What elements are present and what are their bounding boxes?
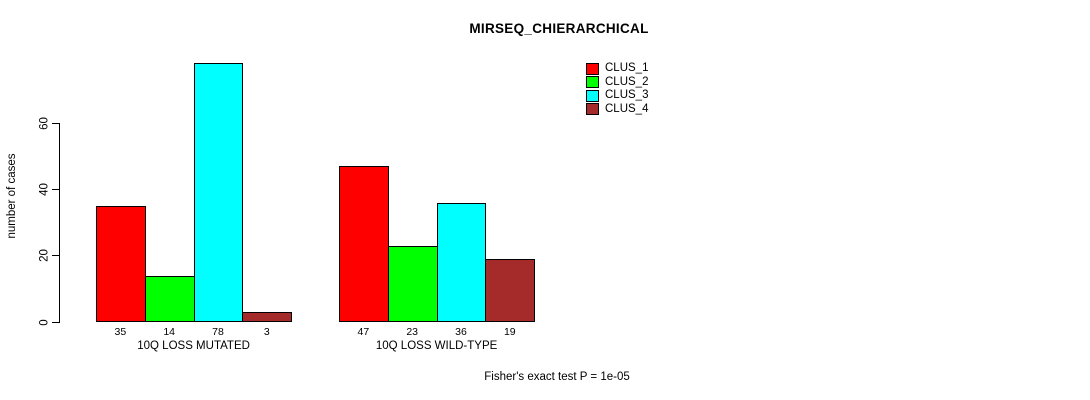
legend-item-clus_2: CLUS_2 <box>586 76 648 90</box>
bar-clus_1-1 <box>96 205 146 322</box>
x-category-label: 10Q LOSS WILD-TYPE <box>375 340 498 352</box>
legend-label: CLUS_4 <box>605 102 649 115</box>
bar-value-label: 47 <box>357 326 370 338</box>
bar-value-label: 78 <box>212 326 224 338</box>
y-tick-label: 60 <box>38 116 51 130</box>
legend-swatch-icon <box>586 62 599 75</box>
legend-item-clus_3: CLUS_3 <box>586 89 648 103</box>
bar-value-label: 23 <box>406 326 419 338</box>
bar-clus_3-2 <box>436 202 487 322</box>
bar-clus_3-1 <box>193 63 244 322</box>
y-tick-mark <box>52 122 59 124</box>
bar-clus_1-2 <box>339 166 389 322</box>
legend-swatch-icon <box>586 76 599 89</box>
statistical-test-footnote: Fisher's exact test P = 1e-05 <box>484 371 630 383</box>
chart-title: MIRSEQ_CHIERARCHICAL <box>469 21 649 36</box>
legend-label: CLUS_2 <box>605 75 649 88</box>
legend-swatch-icon <box>586 89 599 102</box>
y-tick-mark <box>52 255 59 257</box>
legend-item-clus_1: CLUS_1 <box>586 62 648 76</box>
y-axis-line <box>59 123 60 323</box>
bar-value-label: 3 <box>263 326 270 338</box>
y-tick-label: 40 <box>38 182 51 196</box>
y-tick-label: 0 <box>38 318 51 326</box>
chart-legend: CLUS_1 CLUS_2 CLUS_3 CLUS_4 <box>586 62 648 116</box>
y-tick-mark <box>52 321 59 323</box>
bar-clus_4-1 <box>242 312 293 322</box>
legend-label: CLUS_1 <box>605 62 649 75</box>
bar-value-label: 35 <box>114 326 127 338</box>
legend-item-clus_4: CLUS_4 <box>586 103 648 117</box>
x-category-label: 10Q LOSS MUTATED <box>137 340 250 352</box>
bar-value-label: 19 <box>503 326 516 338</box>
legend-label: CLUS_3 <box>605 89 649 102</box>
legend-swatch-icon <box>586 103 599 116</box>
bar-clus_2-2 <box>387 245 438 322</box>
y-tick-label: 20 <box>38 249 51 263</box>
bar-clus_2-1 <box>144 275 195 322</box>
bar-clus_4-2 <box>485 258 536 322</box>
y-axis-title: number of cases <box>6 153 18 239</box>
bar-value-label: 36 <box>455 326 467 338</box>
bar-value-label: 14 <box>163 326 176 338</box>
y-tick-mark <box>52 188 59 190</box>
